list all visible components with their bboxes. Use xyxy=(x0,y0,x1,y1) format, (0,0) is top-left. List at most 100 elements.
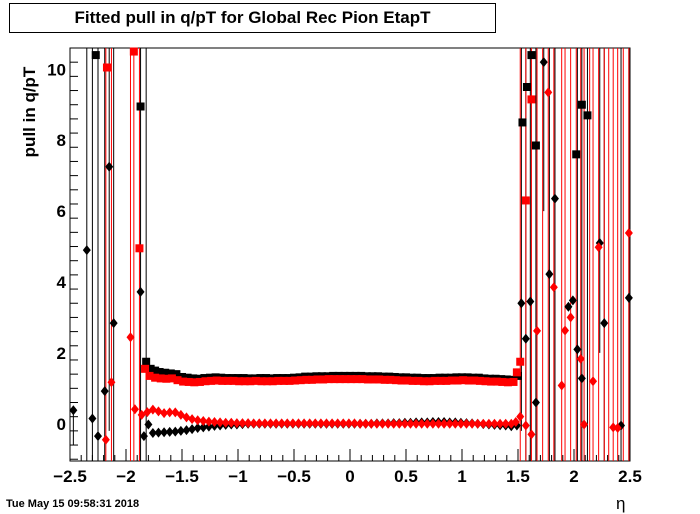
square-marker xyxy=(347,375,356,384)
diamond-marker xyxy=(549,282,558,293)
diamond-marker xyxy=(507,418,516,429)
diamond-marker xyxy=(227,417,236,428)
diamond-marker xyxy=(316,418,325,429)
diamond-marker xyxy=(182,425,191,436)
diamond-marker xyxy=(244,418,253,429)
diamond-marker xyxy=(613,423,622,434)
square-marker xyxy=(151,373,160,382)
square-marker xyxy=(156,374,165,383)
diamond-marker xyxy=(339,418,348,429)
diamond-marker xyxy=(210,417,219,428)
diamond-marker xyxy=(531,397,540,408)
square-marker xyxy=(251,376,260,385)
plot-frame xyxy=(69,47,631,462)
square-marker xyxy=(521,196,530,205)
diamond-marker xyxy=(283,418,292,429)
diamond-marker xyxy=(322,418,331,429)
diamond-marker xyxy=(521,420,530,431)
diamond-marker xyxy=(544,87,553,98)
diamond-marker xyxy=(277,418,286,429)
square-marker xyxy=(531,141,540,150)
diamond-marker xyxy=(333,418,342,429)
square-marker xyxy=(161,368,170,377)
diamond-marker xyxy=(300,418,309,429)
diamond-marker xyxy=(378,418,387,429)
diamond-marker xyxy=(109,318,118,329)
square-marker xyxy=(572,150,581,159)
diamond-marker xyxy=(193,415,202,426)
diamond-marker xyxy=(473,418,482,429)
square-marker xyxy=(459,376,468,385)
square-marker xyxy=(302,375,311,384)
diamond-marker xyxy=(600,318,609,329)
x-tick-label: 1.5 xyxy=(506,467,530,486)
diamond-marker xyxy=(311,418,320,429)
diamond-marker xyxy=(88,413,97,424)
square-marker xyxy=(184,377,193,386)
diamond-marker xyxy=(557,380,566,391)
diamond-marker xyxy=(204,416,213,427)
diamond-marker xyxy=(539,57,548,68)
diamond-marker xyxy=(160,427,169,438)
diamond-marker xyxy=(199,422,208,433)
diamond-marker xyxy=(69,405,78,416)
square-marker xyxy=(487,377,496,386)
square-marker xyxy=(162,374,171,383)
diamond-marker xyxy=(580,419,589,430)
square-marker xyxy=(201,377,210,386)
x-tick-label: −2.5 xyxy=(53,467,87,486)
square-marker xyxy=(330,375,339,384)
diamond-marker xyxy=(566,312,575,323)
diamond-marker xyxy=(238,418,247,429)
diamond-marker xyxy=(516,411,525,422)
square-marker xyxy=(335,375,344,384)
square-marker xyxy=(155,368,164,377)
x-axis-label: η xyxy=(616,494,626,513)
diamond-marker xyxy=(573,344,582,355)
square-marker xyxy=(516,357,525,366)
square-marker xyxy=(464,376,473,385)
diamond-marker xyxy=(126,332,135,343)
x-tick-label: −2 xyxy=(116,467,135,486)
square-marker xyxy=(447,376,456,385)
diamond-marker xyxy=(171,426,180,437)
diamond-marker xyxy=(384,418,393,429)
square-marker xyxy=(263,377,272,386)
square-marker xyxy=(498,377,507,386)
diamond-marker xyxy=(561,325,570,336)
square-marker xyxy=(145,371,154,380)
square-marker xyxy=(178,372,186,381)
square-marker xyxy=(319,375,328,384)
diamond-marker xyxy=(193,423,202,434)
diamond-marker xyxy=(356,418,365,429)
square-marker xyxy=(102,63,111,72)
square-marker xyxy=(91,51,100,60)
diamond-marker xyxy=(94,431,102,442)
square-marker xyxy=(363,375,372,384)
square-marker xyxy=(274,376,283,385)
square-marker xyxy=(470,376,479,385)
y-tick-label: 2 xyxy=(57,344,66,363)
square-marker xyxy=(195,377,204,386)
square-marker xyxy=(141,364,150,373)
square-marker xyxy=(246,377,255,386)
square-marker xyxy=(391,376,400,385)
diamond-marker xyxy=(260,418,269,429)
diamond-marker xyxy=(406,418,415,429)
diamond-marker xyxy=(550,193,559,204)
diamond-marker xyxy=(350,418,359,429)
x-tick-label: −1 xyxy=(228,467,247,486)
square-marker xyxy=(324,375,333,384)
x-tick-label: 0.5 xyxy=(394,467,418,486)
y-tick-label: 0 xyxy=(57,415,66,434)
square-marker xyxy=(431,376,440,385)
square-marker xyxy=(577,100,586,109)
x-axis: −2.5 −2 −1.5 −1 −0.5 0 0.5 1 1.5 2 2.5 xyxy=(53,449,642,486)
square-marker xyxy=(414,376,423,385)
diamond-marker xyxy=(154,427,163,438)
square-marker xyxy=(408,376,417,385)
square-marker xyxy=(166,369,175,378)
diamond-marker xyxy=(484,418,493,429)
square-marker xyxy=(352,375,361,384)
square-marker xyxy=(397,376,406,385)
